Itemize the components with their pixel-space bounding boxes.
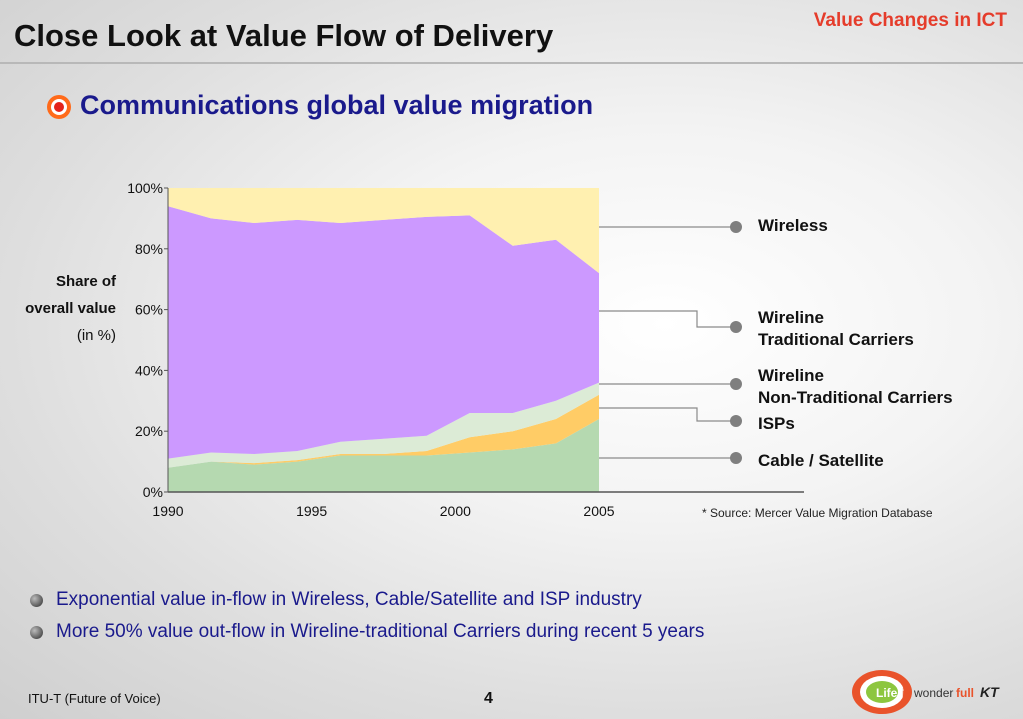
x-tick-label: 2005 [583, 503, 614, 519]
footer-text: ITU-T (Future of Voice) [28, 691, 161, 706]
legend-dot-icon [730, 321, 742, 333]
legend-connectors [599, 221, 742, 464]
svg-text:is: is [902, 686, 911, 700]
legend-item-isps: ISPs [758, 413, 795, 435]
legend-line1: Cable / Satellite [758, 451, 884, 470]
legend-dot-icon [730, 415, 742, 427]
bullet-item: More 50% value out-flow in Wireline-trad… [30, 621, 705, 643]
y-axis-label-text: Share of overall value [25, 273, 116, 317]
svg-text:wonder: wonder [913, 686, 953, 700]
y-tick-label: 0% [143, 484, 163, 500]
y-tick-label: 60% [135, 302, 163, 318]
legend-item-wireless: Wireless [758, 215, 828, 237]
bullet-text: Exponential value in-flow in Wireless, C… [56, 589, 642, 610]
legend-line1: Wireline [758, 308, 824, 327]
bullet-item: Exponential value in-flow in Wireless, C… [30, 589, 642, 611]
bullet-dot-icon [30, 626, 43, 639]
legend-line1: ISPs [758, 414, 795, 433]
svg-text:Life: Life [876, 686, 898, 700]
x-tick-label: 1990 [152, 503, 183, 519]
area-series-isps [168, 394, 599, 468]
x-tick-label: 2000 [440, 503, 471, 519]
title-divider [0, 62, 1023, 64]
legend-line2: Traditional Carriers [758, 330, 914, 349]
kt-logo: Life is wonder full KT [852, 670, 1000, 714]
area-series-wireless [168, 188, 599, 274]
svg-text:full: full [956, 686, 974, 700]
legend-connector-line [599, 310, 735, 328]
svg-text:KT: KT [980, 684, 1000, 700]
chart-areas [168, 188, 599, 492]
source-note: * Source: Mercer Value Migration Databas… [702, 506, 933, 520]
area-chart: 0% 20% 40% 60% 80% 100% 1990 1995 2000 2005 [127, 180, 804, 519]
legend-dot-icon [730, 221, 742, 233]
legend-dot-icon [730, 378, 742, 390]
chart-axes: 0% 20% 40% 60% 80% 100% 1990 1995 2000 2005 [127, 180, 804, 519]
area-series-wireline-traditional-carriers [168, 206, 599, 459]
page-number: 4 [484, 690, 493, 707]
y-axis-unit: (in %) [76, 327, 116, 344]
legend-line1: Wireless [758, 216, 828, 235]
legend-item-wireline-traditional: Wireline Traditional Carriers [758, 307, 914, 351]
legend-connector-line [599, 407, 735, 422]
x-tick-label: 1995 [296, 503, 327, 519]
legend-line1: Wireline [758, 366, 824, 385]
y-axis-label: Share of overall value (in %) [20, 268, 116, 349]
section-tag: Value Changes in ICT [813, 10, 1007, 31]
y-tick-label: 100% [127, 180, 163, 196]
slide-subtitle: Communications global value migration [80, 90, 594, 120]
y-tick-label: 20% [135, 423, 163, 439]
legend-item-cable-satellite: Cable / Satellite [758, 450, 884, 472]
y-tick-label: 40% [135, 362, 163, 378]
bullet-dot-icon [30, 594, 43, 607]
legend-dot-icon [730, 452, 742, 464]
y-tick-label: 80% [135, 241, 163, 257]
target-bullet-icon [47, 95, 71, 119]
bullet-text: More 50% value out-flow in Wireline-trad… [56, 621, 705, 642]
legend-line2: Non-Traditional Carriers [758, 388, 953, 407]
legend-item-wireline-nontraditional: Wireline Non-Traditional Carriers [758, 365, 953, 409]
slide-title: Close Look at Value Flow of Delivery [14, 18, 554, 53]
area-series-wireline-non-traditional-carriers [168, 382, 599, 468]
